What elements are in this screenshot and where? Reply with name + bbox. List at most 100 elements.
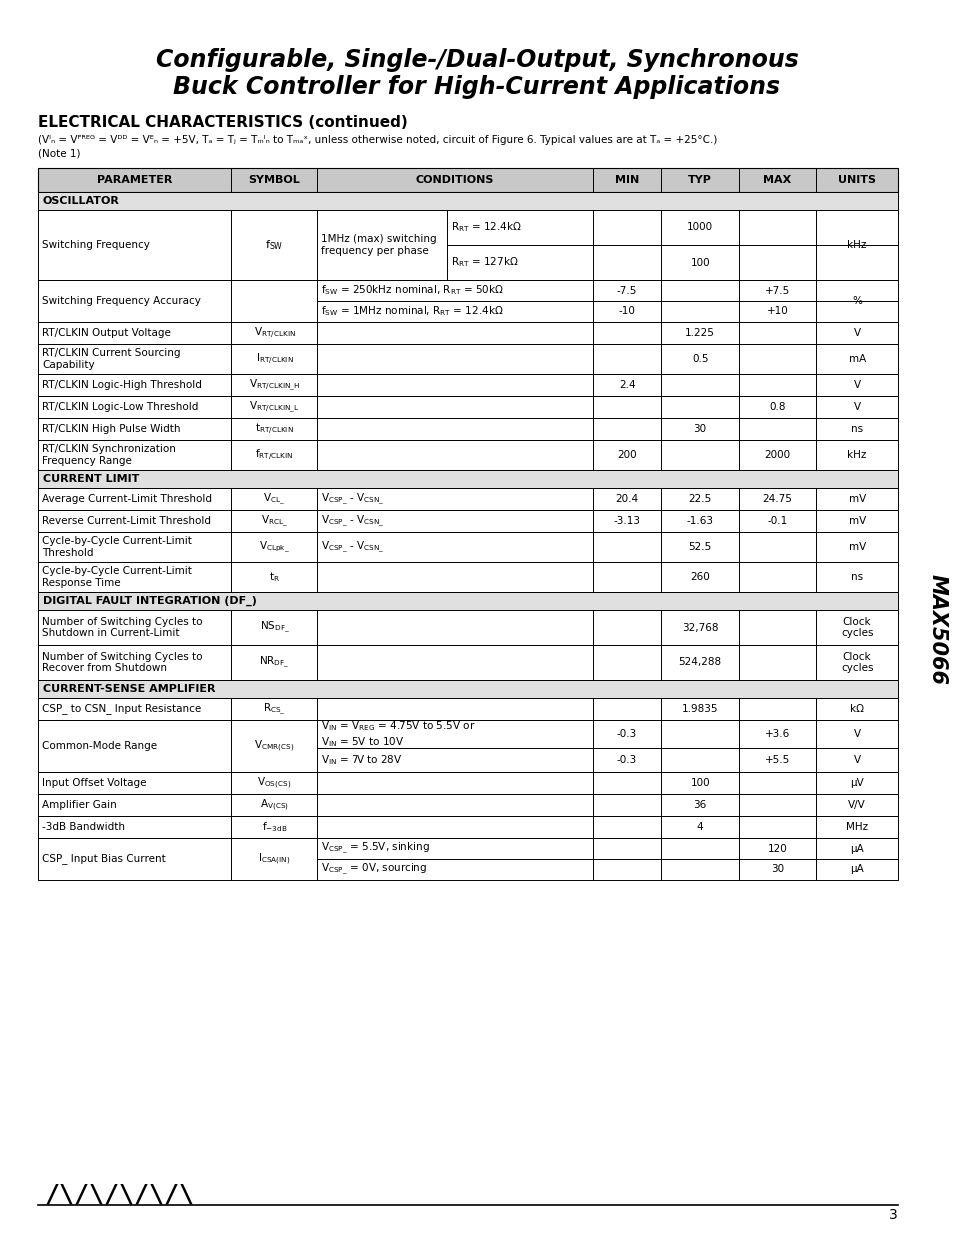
Text: Cycle-by-Cycle Current-Limit
Response Time: Cycle-by-Cycle Current-Limit Response Ti… bbox=[42, 566, 192, 588]
Text: RT/CLKIN Logic-High Threshold: RT/CLKIN Logic-High Threshold bbox=[42, 380, 202, 390]
Text: -7.5: -7.5 bbox=[617, 285, 637, 295]
Bar bbox=[38, 191, 897, 210]
Bar bbox=[38, 168, 897, 191]
Text: RT/CLKIN Logic-Low Threshold: RT/CLKIN Logic-Low Threshold bbox=[42, 403, 198, 412]
Text: 30: 30 bbox=[693, 424, 706, 433]
Text: kHz: kHz bbox=[846, 450, 866, 459]
Text: V$_\mathregular{RT/CLKIN}$: V$_\mathregular{RT/CLKIN}$ bbox=[253, 326, 295, 341]
Text: V: V bbox=[853, 403, 860, 412]
Bar bbox=[38, 720, 897, 772]
Text: 24.75: 24.75 bbox=[761, 494, 792, 504]
Text: PARAMETER: PARAMETER bbox=[97, 175, 172, 185]
Text: Switching Frequency Accuracy: Switching Frequency Accuracy bbox=[42, 296, 201, 306]
Bar bbox=[38, 592, 897, 610]
Text: μV: μV bbox=[849, 778, 863, 788]
Text: UNITS: UNITS bbox=[838, 175, 875, 185]
Text: 3: 3 bbox=[888, 1208, 897, 1221]
Text: Number of Switching Cycles to
Recover from Shutdown: Number of Switching Cycles to Recover fr… bbox=[42, 652, 202, 673]
Text: OSCILLATOR: OSCILLATOR bbox=[43, 196, 120, 206]
Text: 524,288: 524,288 bbox=[678, 657, 721, 667]
Bar bbox=[38, 562, 897, 592]
Text: V$_\mathregular{CLpk\_}$: V$_\mathregular{CLpk\_}$ bbox=[259, 540, 290, 555]
Text: V: V bbox=[853, 329, 860, 338]
Bar bbox=[38, 280, 897, 322]
Text: 20.4: 20.4 bbox=[615, 494, 638, 504]
Text: RT/CLKIN Output Voltage: RT/CLKIN Output Voltage bbox=[42, 329, 171, 338]
Text: 100: 100 bbox=[690, 258, 709, 268]
Text: 0.5: 0.5 bbox=[691, 354, 708, 364]
Text: CSP_ to CSN_ Input Resistance: CSP_ to CSN_ Input Resistance bbox=[42, 704, 201, 715]
Text: V$_\mathregular{CSP\_}$ - V$_\mathregular{CSN\_}$: V$_\mathregular{CSP\_}$ - V$_\mathregula… bbox=[321, 492, 385, 506]
Text: V: V bbox=[853, 380, 860, 390]
Text: A$_\mathregular{V(CS)}$: A$_\mathregular{V(CS)}$ bbox=[260, 798, 289, 813]
Text: Switching Frequency: Switching Frequency bbox=[42, 240, 150, 249]
Text: t$_\mathregular{R}$: t$_\mathregular{R}$ bbox=[269, 571, 280, 584]
Text: -3dB Bandwidth: -3dB Bandwidth bbox=[42, 823, 125, 832]
Text: +10: +10 bbox=[766, 306, 787, 316]
Text: Configurable, Single-/Dual-Output, Synchronous: Configurable, Single-/Dual-Output, Synch… bbox=[155, 48, 798, 72]
Text: (Note 1): (Note 1) bbox=[38, 148, 80, 158]
Text: Reverse Current-Limit Threshold: Reverse Current-Limit Threshold bbox=[42, 516, 211, 526]
Text: R$_\mathregular{CS\_}$: R$_\mathregular{CS\_}$ bbox=[263, 701, 286, 716]
Text: V$_\mathregular{CSP\_}$ = 5.5V, sinking: V$_\mathregular{CSP\_}$ = 5.5V, sinking bbox=[321, 841, 430, 856]
Text: RT/CLKIN Current Sourcing
Capability: RT/CLKIN Current Sourcing Capability bbox=[42, 348, 180, 369]
Text: -3.13: -3.13 bbox=[613, 516, 639, 526]
Bar bbox=[38, 794, 897, 816]
Text: Common-Mode Range: Common-Mode Range bbox=[42, 741, 157, 751]
Text: f$_\mathregular{RT/CLKIN}$: f$_\mathregular{RT/CLKIN}$ bbox=[255, 447, 294, 463]
Text: 1MHz (max) switching
frequency per phase: 1MHz (max) switching frequency per phase bbox=[321, 235, 436, 256]
Bar bbox=[38, 772, 897, 794]
Text: R$_\mathregular{RT}$ = 12.4kΩ: R$_\mathregular{RT}$ = 12.4kΩ bbox=[451, 221, 521, 235]
Text: -0.3: -0.3 bbox=[617, 729, 637, 739]
Text: Buck Controller for High-Current Applications: Buck Controller for High-Current Applica… bbox=[173, 75, 780, 99]
Text: V$_\mathregular{CL\_}$: V$_\mathregular{CL\_}$ bbox=[263, 492, 285, 506]
Text: 200: 200 bbox=[617, 450, 637, 459]
Text: 22.5: 22.5 bbox=[688, 494, 711, 504]
Bar bbox=[38, 488, 897, 510]
Text: 32,768: 32,768 bbox=[681, 622, 718, 632]
Text: mV: mV bbox=[847, 542, 865, 552]
Bar bbox=[38, 510, 897, 532]
Text: μA: μA bbox=[849, 844, 863, 853]
Text: RT/CLKIN Synchronization
Frequency Range: RT/CLKIN Synchronization Frequency Range bbox=[42, 445, 175, 466]
Text: Clock
cycles: Clock cycles bbox=[840, 652, 873, 673]
Text: 0.8: 0.8 bbox=[768, 403, 785, 412]
Text: +3.6: +3.6 bbox=[764, 729, 789, 739]
Text: V$_\mathregular{CSP\_}$ - V$_\mathregular{CSN\_}$: V$_\mathregular{CSP\_}$ - V$_\mathregula… bbox=[321, 540, 385, 555]
Text: V: V bbox=[853, 755, 860, 764]
Text: mV: mV bbox=[847, 494, 865, 504]
Text: /\/\/\/\/\: /\/\/\/\/\ bbox=[45, 1183, 194, 1207]
Text: f$_\mathregular{SW}$ = 250kHz nominal, R$_\mathregular{RT}$ = 50kΩ: f$_\mathregular{SW}$ = 250kHz nominal, R… bbox=[321, 284, 504, 298]
Text: Clock
cycles: Clock cycles bbox=[840, 616, 873, 638]
Text: V$_\mathregular{IN}$ = 7V to 28V: V$_\mathregular{IN}$ = 7V to 28V bbox=[321, 753, 402, 767]
Text: 52.5: 52.5 bbox=[688, 542, 711, 552]
Text: CSP_ Input Bias Current: CSP_ Input Bias Current bbox=[42, 853, 166, 864]
Text: +5.5: +5.5 bbox=[764, 755, 789, 764]
Text: f$_\mathregular{-3dB}$: f$_\mathregular{-3dB}$ bbox=[261, 820, 287, 834]
Text: CONDITIONS: CONDITIONS bbox=[416, 175, 494, 185]
Text: V$_\mathregular{IN}$ = V$_\mathregular{REG}$ = 4.75V to 5.5V or
V$_\mathregular{: V$_\mathregular{IN}$ = V$_\mathregular{R… bbox=[321, 719, 476, 748]
Text: V$_\mathregular{CSP\_}$ - V$_\mathregular{CSN\_}$: V$_\mathregular{CSP\_}$ - V$_\mathregula… bbox=[321, 514, 385, 529]
Text: I$_\mathregular{CSA(IN)}$: I$_\mathregular{CSA(IN)}$ bbox=[258, 851, 291, 867]
Text: Number of Switching Cycles to
Shutdown in Current-Limit: Number of Switching Cycles to Shutdown i… bbox=[42, 616, 202, 638]
Text: t$_\mathregular{RT/CLKIN}$: t$_\mathregular{RT/CLKIN}$ bbox=[254, 421, 294, 436]
Text: CURRENT-SENSE AMPLIFIER: CURRENT-SENSE AMPLIFIER bbox=[43, 684, 215, 694]
Bar bbox=[38, 680, 897, 698]
Text: V$_\mathregular{RCL\_}$: V$_\mathregular{RCL\_}$ bbox=[261, 514, 288, 529]
Text: 2000: 2000 bbox=[763, 450, 790, 459]
Text: 1.225: 1.225 bbox=[684, 329, 715, 338]
Bar bbox=[38, 374, 897, 396]
Bar bbox=[38, 645, 897, 680]
Text: DIGITAL FAULT INTEGRATION (DF_): DIGITAL FAULT INTEGRATION (DF_) bbox=[43, 595, 256, 606]
Text: Amplifier Gain: Amplifier Gain bbox=[42, 800, 116, 810]
Text: Cycle-by-Cycle Current-Limit
Threshold: Cycle-by-Cycle Current-Limit Threshold bbox=[42, 536, 192, 558]
Bar bbox=[38, 471, 897, 488]
Text: 2.4: 2.4 bbox=[618, 380, 635, 390]
Text: f$_\mathregular{SW}$: f$_\mathregular{SW}$ bbox=[265, 238, 283, 252]
Text: 120: 120 bbox=[767, 844, 786, 853]
Text: mV: mV bbox=[847, 516, 865, 526]
Text: Average Current-Limit Threshold: Average Current-Limit Threshold bbox=[42, 494, 212, 504]
Text: MIN: MIN bbox=[615, 175, 639, 185]
Bar bbox=[38, 610, 897, 645]
Text: MAX5066: MAX5066 bbox=[927, 574, 947, 685]
